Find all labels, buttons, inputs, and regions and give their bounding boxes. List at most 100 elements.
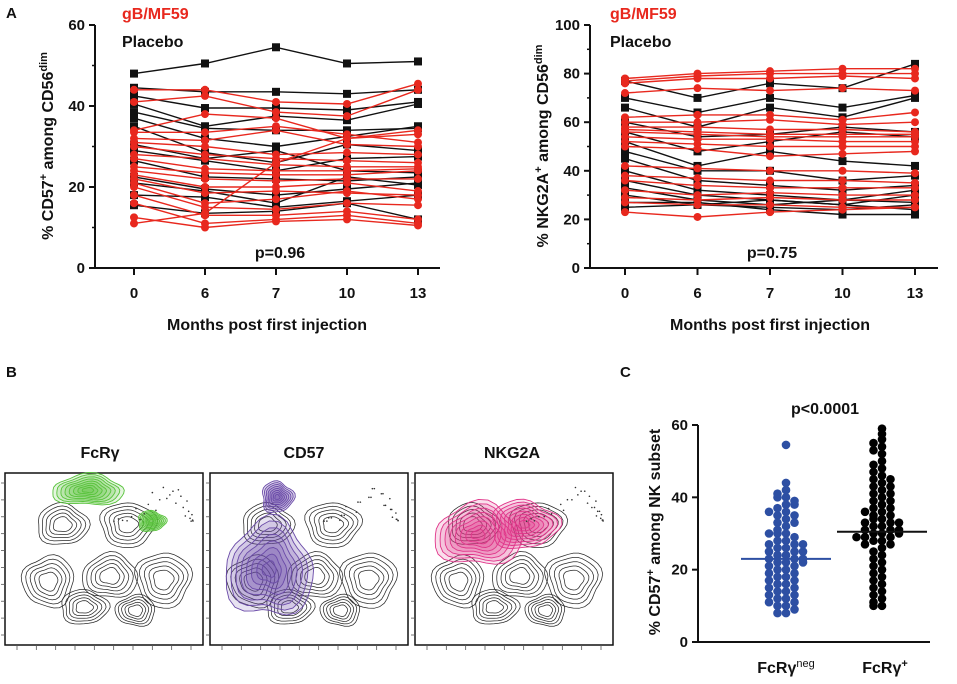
chart-a2-y-label: % NKG2A+ among CD56dim bbox=[533, 44, 552, 247]
chart-c-neg-point bbox=[790, 532, 799, 542]
flow-event-dot bbox=[158, 498, 161, 501]
chart-c-neg-point bbox=[790, 496, 799, 506]
chart-a2-placebo-point bbox=[621, 154, 629, 163]
flow-contour-line bbox=[139, 557, 189, 605]
chart-c-pos-point bbox=[877, 493, 887, 502]
chart-c-pos-point bbox=[869, 474, 878, 484]
chart-a1-placebo-point bbox=[130, 122, 138, 131]
chart-a2-gb-point bbox=[766, 135, 774, 144]
chart-a1-gb-point bbox=[201, 110, 209, 119]
chart-a1-y-tick-label: 20 bbox=[68, 179, 85, 196]
chart-a1-gb-point bbox=[414, 195, 422, 204]
flow-contour-line bbox=[117, 516, 140, 534]
flow-event-dot bbox=[345, 505, 347, 508]
chart-c-neg-point bbox=[790, 568, 799, 578]
chart-c-neg-point bbox=[790, 561, 799, 571]
flow-event-dot bbox=[368, 496, 370, 499]
chart-c-pos-point bbox=[869, 601, 878, 611]
flow-contour-line bbox=[439, 563, 477, 601]
flow-contour-line bbox=[492, 551, 549, 598]
chart-a1-gb-point bbox=[343, 215, 351, 224]
chart-c-pos-point bbox=[886, 482, 895, 491]
chart-c-dots bbox=[764, 424, 904, 618]
flow-contour-line bbox=[258, 516, 278, 532]
chart-c-neg-point bbox=[798, 547, 808, 556]
flow-contour-line bbox=[134, 552, 194, 609]
chart-a1-placebo-point bbox=[343, 116, 351, 125]
panel-label-a: A bbox=[6, 5, 17, 22]
chart-a1-gb-point bbox=[414, 221, 422, 230]
panel-label-b: B bbox=[6, 364, 17, 381]
chart-a2-placebo-point bbox=[838, 103, 847, 112]
chart-a2-gb-point bbox=[766, 166, 774, 175]
chart-a1-gb-point bbox=[272, 176, 280, 185]
chart-a1-placebo-point bbox=[130, 91, 138, 100]
chart-a2-x-tick-label: 6 bbox=[693, 285, 701, 302]
chart-a1-gb-point bbox=[343, 187, 351, 196]
chart-c-neg-point bbox=[773, 594, 782, 603]
flow-event-dot bbox=[371, 487, 374, 490]
flow-event-dot bbox=[186, 500, 188, 502]
chart-a2-gb-point bbox=[911, 203, 919, 212]
flow-event-dot bbox=[326, 520, 328, 522]
chart-c-y-tick-label: 0 bbox=[680, 634, 688, 651]
chart-c-pos-point bbox=[877, 514, 887, 524]
chart-a2-gb-point bbox=[911, 147, 919, 156]
flow-contour-line bbox=[34, 567, 63, 597]
chart-c-pos-point bbox=[860, 518, 870, 527]
chart-c-pos-point bbox=[877, 572, 887, 582]
chart-a1-x-tick-label: 13 bbox=[410, 285, 427, 302]
flow-event-dot bbox=[593, 506, 596, 509]
chart-a1-gb-point bbox=[414, 201, 422, 210]
flow-event-dot bbox=[562, 509, 565, 512]
chart-c-pos-point bbox=[877, 536, 887, 546]
chart-a2-y-label-sup2: dim bbox=[533, 44, 545, 64]
chart-c-neg-point bbox=[781, 558, 791, 567]
flow-contour-line bbox=[318, 512, 349, 537]
chart-a2-gb-point bbox=[621, 89, 629, 98]
chart-a1-gb-point bbox=[130, 213, 138, 222]
flow-contour-line bbox=[524, 593, 566, 627]
flow-overlay-contour bbox=[470, 528, 486, 541]
chart-a2-gb-point bbox=[766, 86, 774, 95]
chart-c-pos-point bbox=[877, 543, 887, 553]
flow-event-dot bbox=[550, 512, 553, 515]
chart-a1-gb-point bbox=[201, 142, 209, 151]
chart-a1-gb-point bbox=[201, 183, 209, 191]
flow-overlay-contour bbox=[491, 498, 563, 550]
flow-contour-line bbox=[509, 567, 531, 585]
flow-contour-line bbox=[500, 559, 540, 592]
chart-a1-placebo-point bbox=[414, 57, 422, 66]
chart-a1-gb-point bbox=[414, 166, 422, 175]
chart-nkg2a-over-time: 0 20 40 60 80 100 0 6 7 10 13 gB/MF59 Placebo p=0… bbox=[533, 6, 938, 334]
chart-c-neg-point bbox=[773, 608, 782, 618]
flow-event-dot bbox=[130, 515, 133, 518]
chart-c-pos-point bbox=[869, 554, 878, 564]
chart-a2-y-tick-label: 20 bbox=[563, 211, 580, 228]
chart-a1-y-label-sup2: dim bbox=[38, 52, 50, 72]
flow-event-dot bbox=[600, 513, 603, 516]
flow-contour-line bbox=[274, 594, 308, 619]
chart-a2-x-tick-label: 13 bbox=[907, 285, 924, 302]
flow-contour-line bbox=[124, 601, 147, 620]
chart-c-neg-point bbox=[773, 572, 782, 582]
flow-contour-line bbox=[537, 604, 554, 617]
chart-a2-placebo-point bbox=[838, 210, 847, 219]
flow-contour-line bbox=[49, 512, 78, 535]
chart-c-pos-point bbox=[869, 489, 878, 499]
chart-a1-y-label: % CD57+ among CD56dim bbox=[38, 52, 57, 240]
flow-overlay-contour bbox=[81, 486, 95, 494]
chart-a2-placebo-point bbox=[911, 93, 919, 102]
chart-c-pos-point bbox=[886, 474, 895, 484]
chart-a2-y-ticks: 0 20 40 60 80 100 bbox=[555, 17, 590, 277]
chart-c-neg-point bbox=[773, 511, 782, 520]
chart-c-neg-point bbox=[781, 565, 791, 574]
chart-a1-gb-point bbox=[130, 97, 138, 106]
flow-event-dot bbox=[330, 517, 333, 519]
chart-a2-placebo-point bbox=[693, 93, 702, 102]
chart-a1-placebo-point bbox=[201, 193, 209, 202]
chart-a1-gb-point bbox=[130, 142, 138, 151]
flow-event-dot bbox=[187, 510, 190, 513]
chart-a1-placebo-point bbox=[130, 114, 138, 123]
chart-a2-y-label-mid: among CD56 bbox=[535, 64, 552, 166]
